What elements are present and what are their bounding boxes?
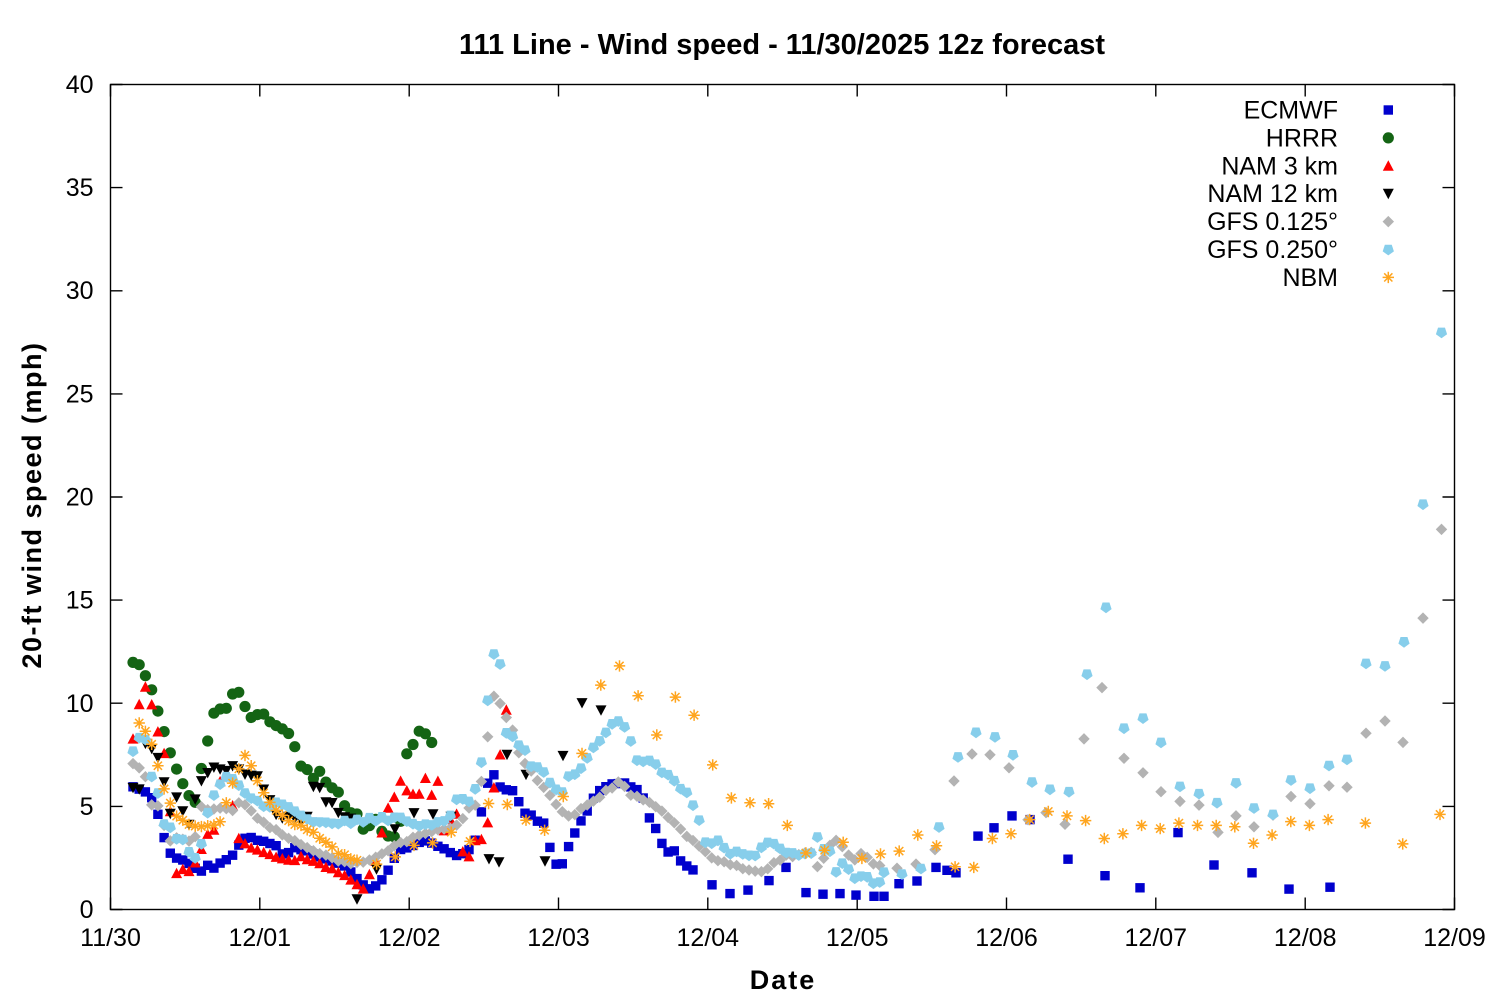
svg-text:30: 30 — [66, 277, 94, 305]
svg-text:ECMWF: ECMWF — [1244, 97, 1338, 125]
svg-text:12/09: 12/09 — [1423, 924, 1486, 952]
svg-text:12/03: 12/03 — [527, 924, 590, 952]
svg-text:40: 40 — [66, 71, 94, 99]
svg-text:12/04: 12/04 — [677, 924, 740, 952]
svg-text:GFS 0.125°: GFS 0.125° — [1207, 208, 1338, 236]
svg-text:NAM 3 km: NAM 3 km — [1221, 152, 1338, 180]
svg-text:12/08: 12/08 — [1274, 924, 1337, 952]
svg-text:12/05: 12/05 — [826, 924, 889, 952]
svg-text:12/06: 12/06 — [975, 924, 1038, 952]
svg-text:10: 10 — [66, 690, 94, 718]
svg-text:NAM 12 km: NAM 12 km — [1207, 180, 1338, 208]
svg-text:0: 0 — [80, 896, 94, 924]
svg-text:HRRR: HRRR — [1266, 124, 1338, 152]
svg-text:35: 35 — [66, 174, 94, 202]
svg-text:12/07: 12/07 — [1125, 924, 1188, 952]
svg-text:Date: Date — [750, 965, 817, 995]
svg-text:11/30: 11/30 — [80, 924, 141, 952]
svg-text:GFS 0.250°: GFS 0.250° — [1207, 236, 1338, 264]
svg-text:111 Line - Wind speed - 11/30/: 111 Line - Wind speed - 11/30/2025 12z f… — [459, 29, 1105, 61]
svg-text:15: 15 — [66, 587, 94, 615]
svg-text:20-ft wind speed (mph): 20-ft wind speed (mph) — [17, 341, 47, 668]
svg-text:12/01: 12/01 — [229, 924, 292, 952]
svg-text:NBM: NBM — [1282, 264, 1338, 292]
svg-text:20: 20 — [66, 484, 94, 512]
svg-text:5: 5 — [80, 793, 94, 821]
svg-text:25: 25 — [66, 380, 94, 408]
svg-text:12/02: 12/02 — [378, 924, 441, 952]
